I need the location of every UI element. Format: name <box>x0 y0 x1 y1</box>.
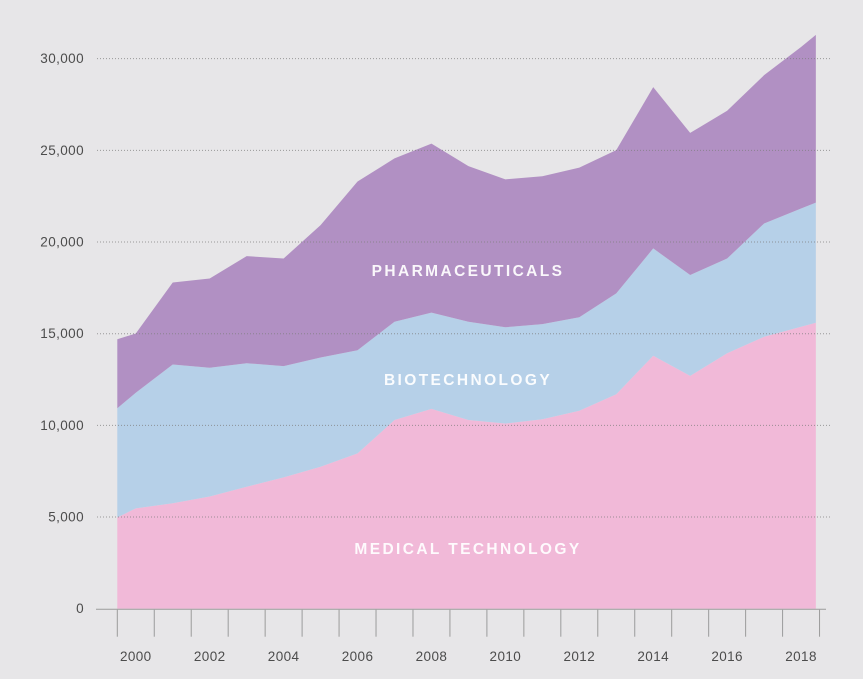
x-axis-label-2016: 2016 <box>711 649 743 664</box>
y-axis-label-25000: 25,000 <box>40 143 84 158</box>
y-axis-label-0: 0 <box>76 601 84 616</box>
gridlines-group <box>97 58 832 518</box>
x-axis-label-2000: 2000 <box>120 649 152 664</box>
x-axis-label-2010: 2010 <box>490 649 522 664</box>
x-axis-label-2012: 2012 <box>563 649 595 664</box>
series-label-pharmaceuticals: PHARMACEUTICALS <box>372 263 565 280</box>
x-axis-label-2008: 2008 <box>416 649 448 664</box>
series-label-medical-technology: MEDICAL TECHNOLOGY <box>354 541 581 558</box>
y-axis-label-20000: 20,000 <box>40 235 84 250</box>
area-biotechnology <box>117 202 816 518</box>
area-medical-technology <box>117 322 816 609</box>
y-axis-label-10000: 10,000 <box>40 418 84 433</box>
x-axis-label-2006: 2006 <box>342 649 374 664</box>
area-series-group <box>117 34 816 609</box>
y-axis-label-5000: 5,000 <box>48 510 84 525</box>
y-axis-label-15000: 15,000 <box>40 326 84 341</box>
x-axis-label-2014: 2014 <box>637 649 669 664</box>
x-axis-label-2004: 2004 <box>268 649 300 664</box>
area-pharmaceuticals <box>117 34 816 409</box>
x-axis-label-2018: 2018 <box>785 649 817 664</box>
series-label-biotechnology: BIOTECHNOLOGY <box>384 372 552 389</box>
y-axis-label-30000: 30,000 <box>40 51 84 66</box>
labels-group: 0 5,000 10,000 15,000 20,000 25,000 30,000 2000… <box>40 51 817 664</box>
x-axis-label-2002: 2002 <box>194 649 226 664</box>
axis-group <box>96 608 826 637</box>
